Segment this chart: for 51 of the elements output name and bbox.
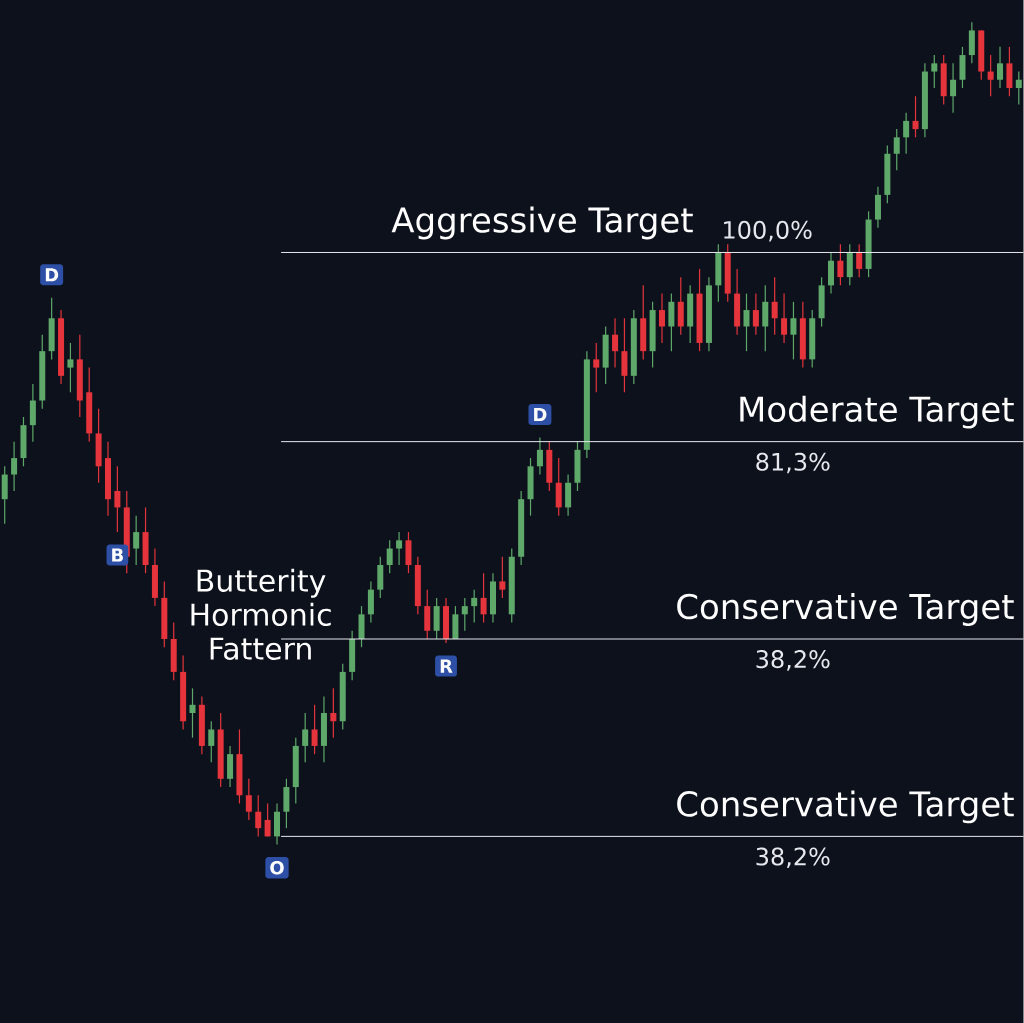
ref-line-label: Conservative Target <box>677 790 1014 824</box>
candlestick <box>950 62 957 114</box>
annotation: 38,2% <box>756 649 830 671</box>
annotation: B <box>112 548 123 562</box>
ref-line-label: Conservative Target <box>677 592 1014 626</box>
annotation: 81,3% <box>756 452 830 474</box>
candlestick <box>903 111 910 155</box>
annotation: 100,0% <box>724 220 812 242</box>
annotation: R <box>440 659 453 673</box>
candlestick <box>1015 70 1022 105</box>
annotation: D <box>534 407 547 421</box>
candlestick <box>302 712 309 763</box>
candlestick <box>912 95 919 138</box>
candlestick <box>893 128 900 171</box>
text: 38,2% <box>756 847 830 868</box>
candlestick <box>264 802 271 837</box>
candlestick <box>11 440 18 492</box>
candlestick <box>593 342 600 393</box>
candlestick <box>330 687 337 739</box>
candlestick <box>856 243 863 278</box>
candlestick <box>311 703 318 755</box>
candlestick <box>255 794 262 837</box>
ref-line-label: Aggressive Target <box>391 206 693 240</box>
candlestick <box>480 572 487 623</box>
candlestick <box>386 539 393 574</box>
candlestick <box>499 555 506 599</box>
candlestick <box>471 588 478 623</box>
candlestick <box>133 514 140 566</box>
candlestick <box>837 243 844 286</box>
ref-line-label: Moderate Target <box>740 395 1014 429</box>
candlestick <box>771 276 778 336</box>
annotation: D <box>45 267 59 282</box>
candlestick <box>396 531 403 566</box>
annotation: O <box>270 860 284 875</box>
candlestick <box>245 777 252 821</box>
annotation: Butterity Hormonic Fattern <box>191 568 331 660</box>
candlestick <box>931 54 938 89</box>
candlestick <box>189 687 196 739</box>
candlestick <box>790 300 797 360</box>
candlestick <box>67 342 74 393</box>
candlestick <box>997 46 1004 89</box>
candlestick <box>781 292 788 344</box>
candlestick <box>536 436 543 475</box>
candlestick <box>987 54 994 97</box>
candlestick <box>461 597 468 632</box>
candlestick <box>752 292 759 336</box>
candlestick <box>114 465 121 533</box>
candlestick <box>658 292 665 344</box>
candlestick <box>743 292 750 352</box>
candlestick <box>612 317 619 368</box>
candlestick <box>208 720 215 763</box>
